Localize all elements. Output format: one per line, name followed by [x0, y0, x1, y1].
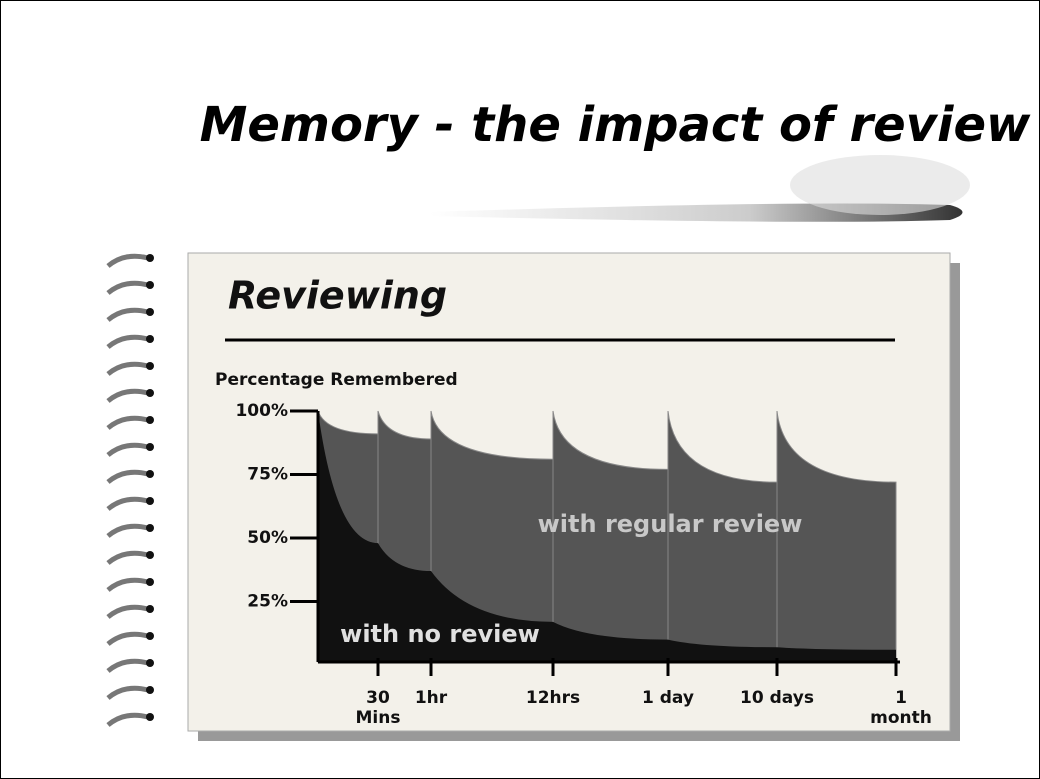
- x-tick-label: 10 days: [740, 688, 814, 708]
- y-tick-label: 75%: [247, 465, 288, 485]
- chart-title: Reviewing: [228, 274, 447, 318]
- spiral-hole: [146, 335, 154, 343]
- y-tick-label: 100%: [235, 401, 288, 421]
- spiral-hole: [146, 443, 154, 451]
- y-tick-label: 25%: [247, 592, 288, 612]
- slide-title: Memory - the impact of review: [200, 97, 1031, 153]
- spiral-hole: [146, 686, 154, 694]
- x-tick-label: 1 day: [642, 688, 694, 708]
- spiral-hole: [146, 632, 154, 640]
- y-axis-label: Percentage Remembered: [215, 370, 458, 390]
- y-tick-label: 50%: [247, 528, 288, 548]
- spiral-hole: [146, 551, 154, 559]
- spiral-hole: [146, 605, 154, 613]
- series-label: with no review: [340, 620, 540, 648]
- spiral-hole: [146, 578, 154, 586]
- spiral-hole: [146, 497, 154, 505]
- spiral-hole: [146, 281, 154, 289]
- decoration: [790, 155, 970, 215]
- slide: Memory - the impact of review Reviewing …: [0, 0, 1040, 779]
- series-label: with regular review: [538, 510, 803, 538]
- spiral-hole: [146, 524, 154, 532]
- spiral-hole: [146, 659, 154, 667]
- spiral-hole: [146, 362, 154, 370]
- spiral-hole: [146, 416, 154, 424]
- x-tick-label: 12hrs: [526, 688, 580, 708]
- x-tick-label: 1hr: [415, 688, 448, 708]
- spiral-hole: [146, 470, 154, 478]
- spiral-hole: [146, 713, 154, 721]
- spiral-hole: [146, 308, 154, 316]
- spiral-hole: [146, 389, 154, 397]
- spiral-hole: [146, 254, 154, 262]
